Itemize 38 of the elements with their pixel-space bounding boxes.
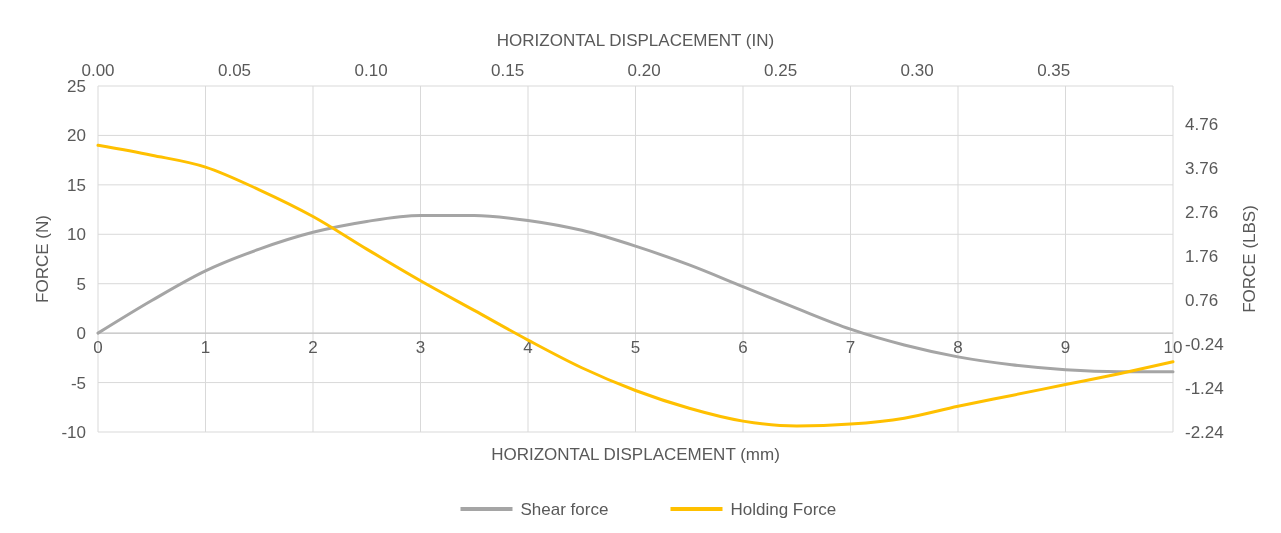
x2-tick-label: 0.05 xyxy=(217,61,252,80)
y-tick-label: 15 xyxy=(67,175,86,195)
y-tick-label: 20 xyxy=(67,126,86,146)
x2-tick-label: 0.20 xyxy=(627,61,661,80)
y2-tick-label: 0.76 xyxy=(1185,290,1219,310)
y2-tick-label: 2.76 xyxy=(1185,202,1219,222)
y-tick-label: 5 xyxy=(76,274,86,294)
y-axis-title: FORCE (N) xyxy=(33,215,52,303)
x2-tick-label: 0.25 xyxy=(764,61,798,80)
x-tick-label: 6 xyxy=(738,338,748,358)
x-tick-label: 10 xyxy=(1163,338,1183,358)
x-axis-title: HORIZONTAL DISPLACEMENT (mm) xyxy=(491,445,780,464)
y2-tick-label: 1.76 xyxy=(1185,246,1219,266)
x-tick-label: 7 xyxy=(845,338,856,358)
x-tick-label: 3 xyxy=(415,338,426,358)
x-tick-label: 5 xyxy=(630,338,641,358)
y2-tick-label: 3.76 xyxy=(1185,158,1219,178)
x-tick-label: 9 xyxy=(1060,338,1071,358)
y-tick-label: -5 xyxy=(70,373,86,393)
y-tick-label: -10 xyxy=(61,422,86,442)
y-tick-label: 0 xyxy=(76,324,86,344)
x2-tick-label: 0.30 xyxy=(900,61,934,80)
x-tick-label: 0 xyxy=(93,338,103,358)
x-tick-label: 2 xyxy=(308,338,318,358)
y2-tick-label: 4.76 xyxy=(1185,114,1219,134)
y2-axis-title: FORCE (LBS) xyxy=(1240,205,1259,313)
y-tick-label: 10 xyxy=(67,225,86,245)
y2-tick-label: -0.24 xyxy=(1185,334,1224,354)
y2-tick-label: -2.24 xyxy=(1185,422,1224,442)
x2-tick-label: 0.15 xyxy=(491,61,525,80)
x2-tick-label: 0.35 xyxy=(1037,61,1071,80)
x2-axis-title: HORIZONTAL DISPLACEMENT (IN) xyxy=(496,31,775,50)
legend-label: Holding Force xyxy=(730,500,837,519)
legend-label: Shear force xyxy=(520,500,609,519)
x-tick-label: 8 xyxy=(953,338,963,358)
y2-tick-label: -1.24 xyxy=(1185,378,1224,398)
x2-tick-label: 0.10 xyxy=(354,61,388,80)
x-tick-label: 1 xyxy=(200,338,211,358)
